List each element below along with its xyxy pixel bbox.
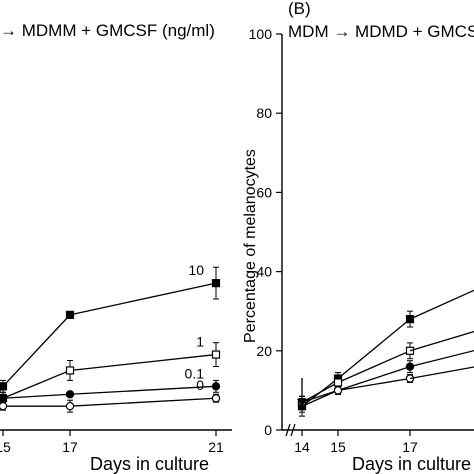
panel-a-data-point bbox=[211, 394, 221, 403]
panel-a-series-line bbox=[0, 397, 217, 407]
panel-a-series-0: 10 bbox=[0, 262, 221, 393]
panel-b-series-2 bbox=[297, 349, 474, 417]
panel-a-title: → MDMM + GMCSF (ng/ml) bbox=[0, 21, 215, 40]
x-tick-label: 17 bbox=[402, 439, 418, 455]
panel-b-series-3 bbox=[297, 366, 474, 409]
panel-a-series: 10 1 0.10 bbox=[0, 262, 221, 413]
x-tick-label: 17 bbox=[62, 439, 78, 455]
panel-b-data-point bbox=[333, 386, 343, 395]
panel-b-series-line-continuation bbox=[409, 330, 474, 352]
panel-a-series-line bbox=[0, 282, 217, 393]
panel-a-x-ticks: 15 17 21 bbox=[0, 430, 224, 455]
panel-a-data-point bbox=[211, 350, 221, 359]
series-label: 10 bbox=[188, 262, 204, 278]
y-tick-label: 100 bbox=[249, 26, 273, 42]
series-label: 0 bbox=[196, 377, 204, 393]
panel-a-series-line bbox=[0, 353, 217, 401]
x-tick-label: 15 bbox=[330, 439, 346, 455]
panel-b-x-ticks: 14 15 17 bbox=[294, 430, 418, 455]
panel-b-label: (B) bbox=[288, 0, 311, 18]
panel-a-data-point bbox=[65, 366, 75, 375]
y-tick-label: 80 bbox=[256, 105, 272, 121]
panel-b-series-line-continuation bbox=[409, 349, 474, 368]
panel-a-series-2: 0.1 bbox=[0, 365, 221, 403]
y-tick-label: 40 bbox=[256, 264, 272, 280]
panel-b-ylabel: Percentage of melanocytes bbox=[242, 149, 259, 343]
panel-a-data-point bbox=[65, 310, 75, 319]
series-label: 0.1 bbox=[185, 365, 205, 381]
series-label: 1 bbox=[196, 334, 204, 350]
panel-a-xlabel: Days in culture bbox=[90, 454, 209, 474]
panel-b-xlabel: Days in culture bbox=[352, 454, 471, 474]
y-tick-label: 20 bbox=[256, 343, 272, 359]
panel-b: (B) MDM → MDMD + GMCSF Percentage of mel… bbox=[242, 0, 474, 474]
axis-break-mark bbox=[285, 423, 291, 437]
panel-b-series-line-continuation bbox=[409, 366, 474, 380]
x-tick-label: 14 bbox=[294, 439, 310, 455]
down-arrow-annotation bbox=[297, 378, 307, 407]
panel-a-data-point bbox=[211, 279, 221, 288]
panel-a-data-point bbox=[0, 401, 8, 411]
panel-b-series-line-continuation bbox=[409, 289, 474, 320]
panel-a-data-point bbox=[0, 394, 8, 403]
panel-a-data-point bbox=[211, 382, 221, 391]
panel-a-data-point bbox=[65, 390, 75, 399]
panel-a-series-3: 0 bbox=[0, 377, 221, 413]
panel-b-title: MDM → MDMD + GMCSF bbox=[288, 22, 474, 41]
x-tick-label: 21 bbox=[208, 439, 224, 455]
x-tick-label: 15 bbox=[0, 439, 11, 455]
panel-a-data-point bbox=[0, 382, 8, 391]
panel-b-series bbox=[297, 289, 474, 417]
panel-b-data-point bbox=[333, 378, 343, 387]
panel-b-y-ticks: 0 20 40 60 80 100 bbox=[249, 26, 282, 438]
panel-a: → MDMM + GMCSF (ng/ml) Days in culture 1… bbox=[0, 21, 232, 474]
y-tick-label: 60 bbox=[256, 184, 272, 200]
axis-break-mark bbox=[290, 423, 296, 437]
panel-b-series-line bbox=[301, 366, 411, 407]
panel-a-series-line bbox=[0, 385, 217, 401]
panel-a-data-point bbox=[65, 401, 75, 411]
y-tick-label: 0 bbox=[264, 422, 272, 438]
panel-b-series-0 bbox=[297, 289, 474, 413]
